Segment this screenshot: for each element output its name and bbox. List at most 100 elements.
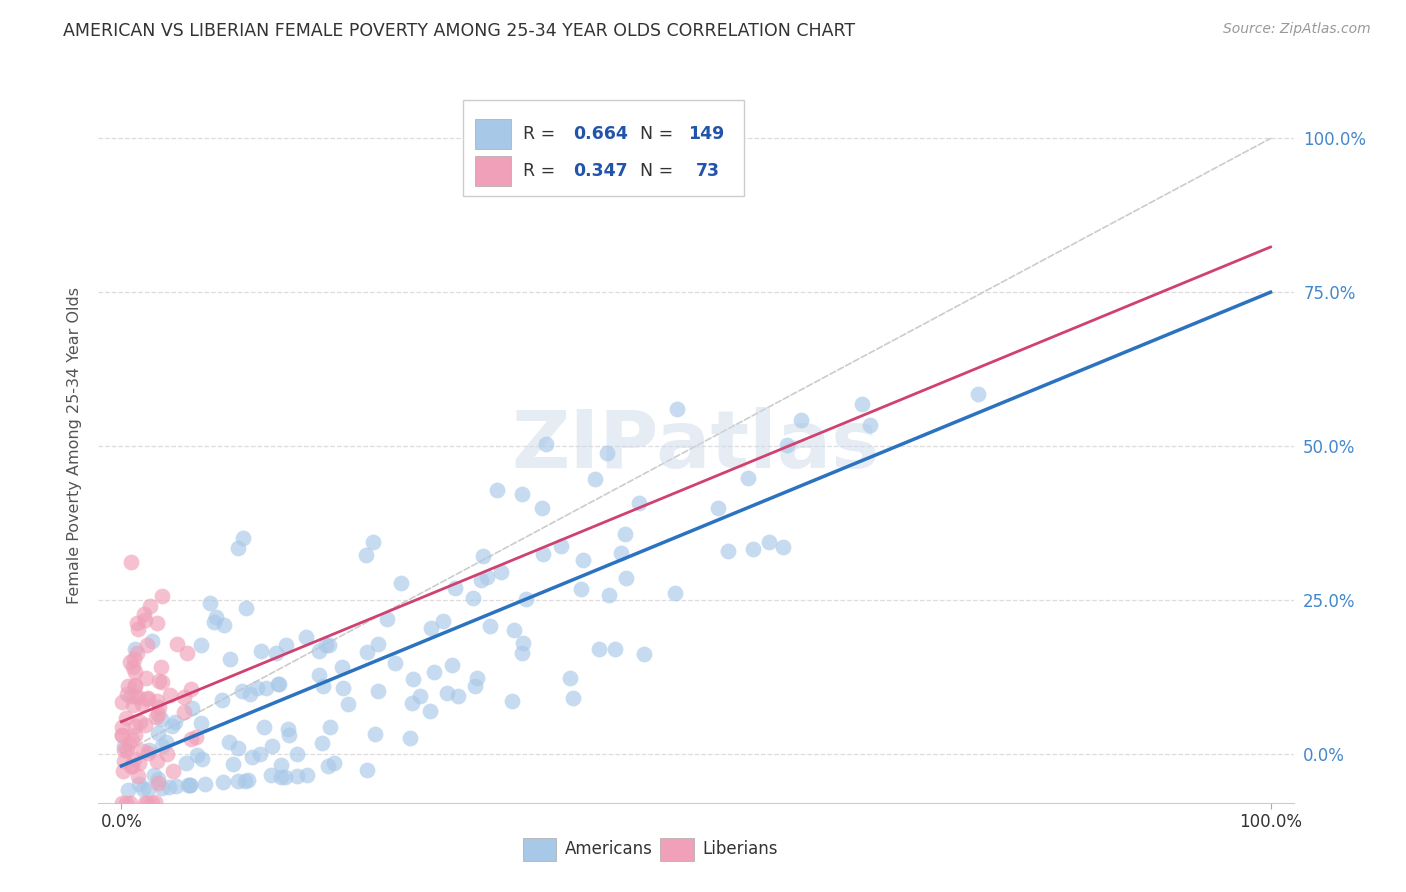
Point: [432, 614, 454, 628]
Point: [131, 697, 153, 711]
Text: R =: R =: [523, 125, 561, 143]
Point: [202, 615, 225, 630]
Point: [295, 630, 318, 644]
Point: [356, 645, 378, 659]
Point: [470, 573, 492, 587]
Point: [356, 763, 378, 777]
Point: [205, 609, 228, 624]
Point: [401, 696, 423, 710]
Point: [512, 646, 534, 660]
Text: Americans: Americans: [565, 840, 652, 858]
Point: [588, 642, 610, 657]
Point: [124, 642, 146, 657]
Point: [128, 777, 150, 791]
Point: [179, 778, 201, 792]
Point: [177, 779, 200, 793]
Point: [966, 386, 988, 401]
Point: [111, 728, 134, 742]
Point: [146, 725, 169, 739]
Point: [111, 728, 134, 742]
Point: [274, 770, 297, 784]
Point: [111, 720, 134, 734]
Point: [531, 547, 554, 561]
Point: [141, 634, 163, 648]
Point: [239, 687, 262, 701]
Text: ZIPatlas: ZIPatlas: [512, 407, 880, 485]
Point: [146, 776, 169, 790]
Point: [142, 768, 165, 782]
Point: [560, 672, 582, 686]
Point: [270, 770, 292, 784]
Bar: [475, 120, 510, 149]
Point: [664, 585, 686, 599]
Point: [530, 500, 553, 515]
Point: [150, 780, 173, 795]
Point: [135, 638, 157, 652]
Point: [375, 612, 398, 626]
Point: [127, 647, 149, 661]
Point: [402, 672, 425, 686]
Point: [501, 694, 523, 708]
Point: [181, 701, 204, 715]
Point: [277, 722, 299, 736]
Point: [112, 739, 135, 753]
Point: [141, 796, 163, 810]
Point: [308, 644, 330, 658]
Point: [138, 743, 160, 757]
Text: Liberians: Liberians: [702, 840, 778, 858]
Point: [124, 689, 146, 703]
Text: AMERICAN VS LIBERIAN FEMALE POVERTY AMONG 25-34 YEAR OLDS CORRELATION CHART: AMERICAN VS LIBERIAN FEMALE POVERTY AMON…: [63, 22, 855, 40]
Point: [128, 769, 150, 783]
Point: [419, 621, 441, 635]
Text: N =: N =: [640, 162, 679, 180]
Point: [124, 665, 146, 680]
Point: [264, 646, 287, 660]
Point: [262, 739, 284, 753]
Point: [550, 540, 572, 554]
Point: [120, 689, 142, 703]
Text: Source: ZipAtlas.com: Source: ZipAtlas.com: [1223, 22, 1371, 37]
Point: [233, 773, 256, 788]
Point: [122, 660, 145, 674]
Point: [361, 534, 384, 549]
Point: [318, 720, 340, 734]
Point: [295, 768, 318, 782]
Bar: [661, 838, 693, 861]
Point: [367, 684, 389, 698]
Point: [610, 546, 633, 560]
Text: R =: R =: [523, 162, 561, 180]
Point: [323, 756, 346, 770]
Point: [240, 750, 263, 764]
Point: [124, 679, 146, 693]
Point: [166, 637, 188, 651]
Point: [436, 686, 458, 700]
Point: [136, 796, 159, 810]
Point: [633, 648, 655, 662]
Point: [152, 675, 174, 690]
Text: 0.347: 0.347: [572, 162, 627, 180]
Point: [267, 677, 290, 691]
Point: [198, 596, 221, 610]
Point: [122, 652, 145, 666]
Point: [150, 589, 173, 603]
Point: [231, 684, 253, 698]
Point: [364, 726, 387, 740]
Text: 149: 149: [688, 125, 724, 143]
Point: [274, 638, 297, 652]
Point: [180, 681, 202, 696]
Point: [145, 710, 167, 724]
Point: [443, 581, 465, 595]
Point: [218, 734, 240, 748]
Text: 0.664: 0.664: [572, 125, 627, 143]
Point: [267, 676, 290, 690]
FancyBboxPatch shape: [463, 100, 744, 196]
Point: [536, 437, 558, 451]
Point: [112, 742, 135, 756]
Point: [163, 714, 186, 729]
Point: [136, 746, 159, 760]
Point: [717, 543, 740, 558]
Point: [174, 756, 197, 770]
Point: [127, 690, 149, 704]
Point: [111, 695, 134, 709]
Point: [132, 782, 155, 797]
